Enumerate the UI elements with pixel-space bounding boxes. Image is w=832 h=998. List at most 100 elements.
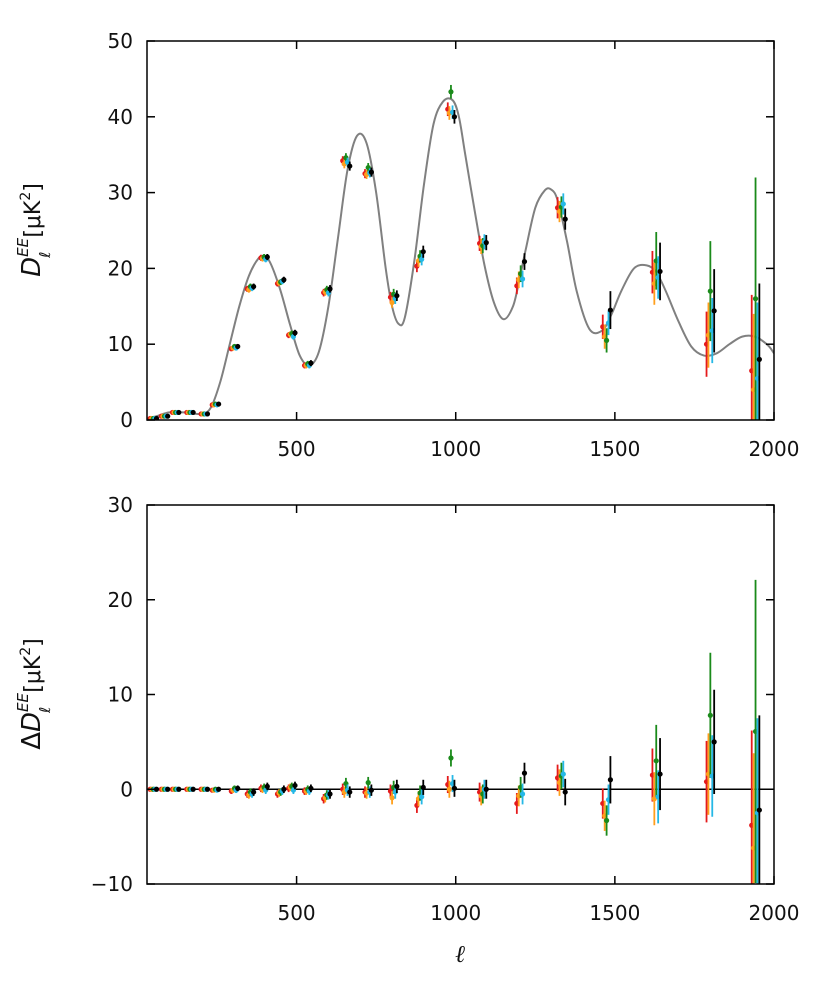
top-series-4-point <box>607 307 614 313</box>
top-series-4-point <box>420 249 426 255</box>
bottom-series-4-point <box>235 785 241 791</box>
bottom-series-4-point <box>521 770 528 776</box>
bottom-series-4-point <box>190 786 196 792</box>
bottom-ylabel-main: D <box>17 712 47 732</box>
top-plot-area <box>147 84 774 420</box>
bottom-ylabel-unit: [μK <box>21 655 46 693</box>
bottom-series-4-point <box>281 786 287 792</box>
bottom-y-tick-label: 30 <box>108 493 133 517</box>
top-y-tick-label: 20 <box>108 256 133 280</box>
top-series-4-point <box>308 360 314 366</box>
bottom-series-4-point <box>607 777 614 783</box>
bottom-series-4-point <box>711 739 717 745</box>
top-series-4-point <box>204 411 211 417</box>
bottom-series-3-point <box>519 791 526 797</box>
top-series-1-point <box>389 299 395 306</box>
bottom-x-tick-label: 1000 <box>430 901 481 925</box>
top-series-2-point <box>448 89 454 95</box>
top-model-curve <box>147 97 774 420</box>
top-series-2-point <box>752 296 759 302</box>
bottom-series-4-point <box>562 789 568 795</box>
bottom-series-2-point <box>707 712 713 718</box>
bottom-y-tick-label: −10 <box>91 872 133 896</box>
bottom-ylabel-unit-close: ] <box>21 638 46 647</box>
top-series-3-point <box>419 256 425 262</box>
bottom-y-tick-label: 10 <box>108 683 133 707</box>
bottom-x-tick-label: 500 <box>277 901 315 925</box>
bottom-series-3-point <box>419 794 425 800</box>
bottom-series-4-point <box>756 807 762 813</box>
bottom-series-4-point <box>264 783 270 790</box>
bottom-series-2-point <box>365 780 371 786</box>
top-series-4-point <box>292 330 298 336</box>
top-data-group <box>147 84 774 420</box>
x-axis-label: ℓ <box>455 940 465 968</box>
top-series-3-point <box>519 276 526 282</box>
top-axis-ticks: 500 1000 1500 2000 0 10 20 30 40 50 <box>108 29 800 461</box>
top-series-2-point <box>603 337 610 344</box>
bottom-series-2-point <box>448 755 454 761</box>
bottom-series-4-point <box>292 782 298 789</box>
bottom-ylabel-sub: ℓ <box>36 707 54 714</box>
top-series-4-point <box>216 401 222 407</box>
top-series-4-point <box>190 409 196 416</box>
top-series-4-point <box>451 114 458 120</box>
top-x-tick-label: 500 <box>277 437 315 461</box>
top-series-4-point <box>394 293 400 299</box>
top-series-4-point <box>756 356 762 362</box>
top-ylabel-sup: EE <box>14 237 32 256</box>
top-series-4-point <box>327 286 333 292</box>
top-ylabel-unit: [μK <box>21 200 46 238</box>
top-x-tick-label: 1500 <box>589 437 640 461</box>
bottom-y-tick-label: 0 <box>120 777 133 801</box>
top-series-4-point <box>657 268 663 275</box>
bottom-series-2-point <box>653 758 659 764</box>
top-series-4-point <box>235 343 241 350</box>
top-y-tick-label: 50 <box>108 29 133 53</box>
bottom-plot-frame <box>146 504 775 885</box>
bottom-series-4-point <box>251 789 257 795</box>
top-series-2-point <box>707 288 713 294</box>
top-ylabel-sub: ℓ <box>36 252 54 259</box>
bottom-x-tick-label: 1500 <box>589 901 640 925</box>
top-series-4-point <box>347 163 353 169</box>
bottom-series-4-point <box>451 785 458 791</box>
bottom-ylabel-unit-sup: 2 <box>18 647 34 656</box>
top-series-4-point <box>264 254 270 260</box>
bottom-axis-ticks: 500 1000 1500 2000 −10 0 10 20 30 <box>91 493 800 925</box>
bottom-data-group <box>147 579 774 884</box>
top-series-3-point <box>344 159 351 165</box>
bottom-series-4-point <box>394 783 400 790</box>
top-y-tick-label: 30 <box>108 181 133 205</box>
bottom-series-4-point <box>483 786 489 792</box>
top-series-4-point <box>521 258 528 265</box>
bottom-series-4-point <box>308 785 314 791</box>
top-plot-frame <box>146 40 775 421</box>
top-x-tick-label: 2000 <box>749 437 800 461</box>
bottom-series-3-point <box>560 771 566 777</box>
top-series-4-point <box>176 409 182 416</box>
bottom-series-4-point <box>327 791 333 797</box>
bottom-ylabel-sup: EE <box>14 692 32 711</box>
top-series-4-point <box>562 216 568 222</box>
top-x-tick-label: 1000 <box>430 437 481 461</box>
top-series-4-point <box>281 277 287 283</box>
bottom-series-2-point <box>603 817 610 824</box>
bottom-series-4-point <box>347 789 353 795</box>
top-series-4-point <box>483 240 489 246</box>
top-series-4-point <box>368 169 374 175</box>
bottom-series-4-point <box>368 787 374 793</box>
bottom-ylabel-delta: Δ <box>17 732 47 750</box>
bottom-series-4-point <box>204 786 211 792</box>
top-series-4-point <box>711 308 717 314</box>
top-ylabel-unit-sup: 2 <box>18 192 34 201</box>
bottom-series-1-point <box>389 795 395 801</box>
bottom-series-4-point <box>216 786 222 792</box>
bottom-y-axis-label: ΔDEE ℓ [μK2] <box>14 638 54 750</box>
top-series-4-point <box>153 415 160 420</box>
bottom-series-4-point <box>153 786 160 792</box>
bottom-series-1-point <box>446 786 452 792</box>
bottom-y-tick-label: 20 <box>108 588 133 612</box>
top-ylabel-unit-close: ] <box>21 183 46 192</box>
